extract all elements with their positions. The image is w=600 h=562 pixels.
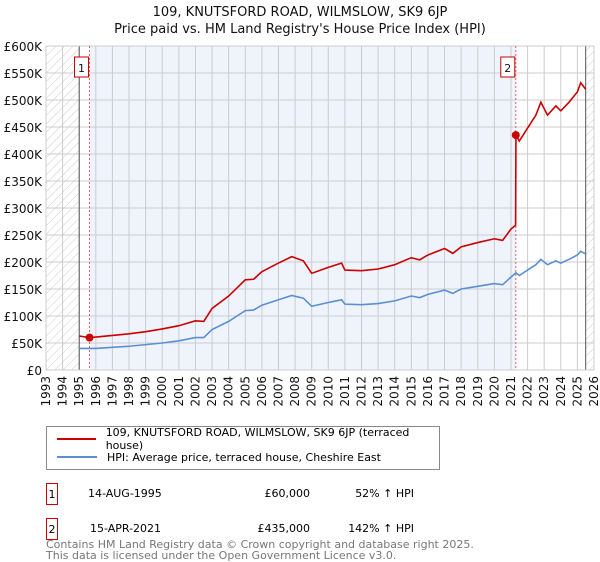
property-price-line <box>79 81 587 339</box>
x-tick-label: 2005 <box>238 376 252 407</box>
x-tick-label: 1994 <box>56 376 70 407</box>
y-tick-label: £500K <box>4 94 44 108</box>
footer-copyright: Contains HM Land Registry data © Crown c… <box>46 538 474 551</box>
x-tick-label: 1996 <box>89 376 103 407</box>
x-tick-label: 2004 <box>222 376 236 407</box>
x-tick-label: 2009 <box>305 376 319 407</box>
x-tick-label: 2003 <box>205 376 219 407</box>
sale-hpi: 142% ↑ HPI <box>348 522 414 535</box>
x-tick-label: 2021 <box>504 376 518 407</box>
sale-date: 14-AUG-1995 <box>88 487 162 500</box>
sale-price: £435,000 <box>257 522 311 535</box>
x-tick-label: 2024 <box>554 376 568 407</box>
x-tick-label: 2019 <box>471 376 485 407</box>
x-tick-label: 2025 <box>570 376 584 407</box>
sale-row: 1 14-AUG-1995 £60,000 52% ↑ HPI <box>46 483 546 505</box>
y-tick-label: £0 <box>27 364 42 378</box>
sale-annotation-label: 1 <box>78 62 85 75</box>
x-tick-label: 1999 <box>139 376 153 407</box>
price-chart: 1993 1994 1995 1996 1997 1998 1999 2000 2001 2002… <box>4 40 600 407</box>
x-tick-label: 2017 <box>438 376 452 407</box>
chart-subtitle: Price paid vs. HM Land Registry's House … <box>114 22 486 37</box>
x-tick-label: 2002 <box>188 376 202 407</box>
x-tick-label: 2026 <box>587 376 600 407</box>
legend-label-property: 109, KNUTSFORD ROAD, WILMSLOW, SK9 6JP (… <box>105 426 410 452</box>
x-tick-label: 2000 <box>155 376 169 407</box>
sale-date: 15-APR-2021 <box>90 522 162 535</box>
sale-row: 2 15-APR-2021 £435,000 142% ↑ HPI <box>46 518 546 540</box>
y-tick-label: £550K <box>4 67 44 81</box>
hpi-line <box>79 250 587 350</box>
x-tick-label: 2016 <box>421 376 435 407</box>
sale-annotation-box <box>500 56 516 78</box>
x-tick-label: 2008 <box>288 376 302 407</box>
chart-title: 109, KNUTSFORD ROAD, WILMSLOW, SK9 6JP <box>152 5 448 20</box>
x-tick-label: 2006 <box>255 376 269 407</box>
legend: 109, KNUTSFORD ROAD, WILMSLOW, SK9 6JP (… <box>46 426 440 470</box>
x-tick-label: 1997 <box>105 376 119 407</box>
y-tick-label: £50K <box>11 337 43 351</box>
sale-annotation-box <box>74 56 90 78</box>
y-tick-label: £250K <box>4 229 44 243</box>
x-tick-label: 2007 <box>271 376 285 407</box>
y-tick-label: £100K <box>4 310 44 324</box>
plot-border <box>45 45 595 371</box>
sale-marker-label: 1 <box>46 483 58 505</box>
x-tick-label: 2011 <box>338 376 352 407</box>
sale-point-marker <box>85 333 94 342</box>
x-tick-label: 2013 <box>371 376 385 407</box>
y-tick-label: £350K <box>4 175 44 189</box>
x-tick-label: 1998 <box>122 376 136 407</box>
sale-hpi: 52% ↑ HPI <box>355 487 414 500</box>
legend-swatch-property <box>57 438 96 440</box>
x-tick-label: 2014 <box>388 376 402 407</box>
sale-marker-label: 2 <box>46 518 58 540</box>
x-tick-label: 2001 <box>172 376 186 407</box>
x-tick-label: 2020 <box>487 376 501 407</box>
y-tick-label: £300K <box>4 202 44 216</box>
x-tick-label: 2023 <box>537 376 551 407</box>
x-tick-label: 1993 <box>39 376 53 407</box>
y-tick-label: £450K <box>4 121 44 135</box>
x-tick-label: 2015 <box>404 376 418 407</box>
x-tick-label: 2010 <box>321 376 335 407</box>
x-tick-label: 2022 <box>521 376 535 407</box>
footer-licence: This data is licensed under the Open Gov… <box>46 549 397 562</box>
y-tick-label: £400K <box>4 148 44 162</box>
legend-label-hpi: HPI: Average price, terraced house, Ches… <box>107 450 381 464</box>
y-tick-label: £600K <box>4 40 44 54</box>
sale-annotation-label: 2 <box>504 62 511 75</box>
sale-price: £60,000 <box>264 487 311 500</box>
sale-point-marker <box>511 131 520 140</box>
x-tick-label: 2012 <box>355 376 369 407</box>
x-tick-label: 1995 <box>72 376 86 407</box>
legend-swatch-hpi <box>57 456 97 458</box>
x-tick-label: 2018 <box>454 376 468 407</box>
y-tick-label: £150K <box>4 283 44 297</box>
y-tick-label: £200K <box>4 256 44 270</box>
